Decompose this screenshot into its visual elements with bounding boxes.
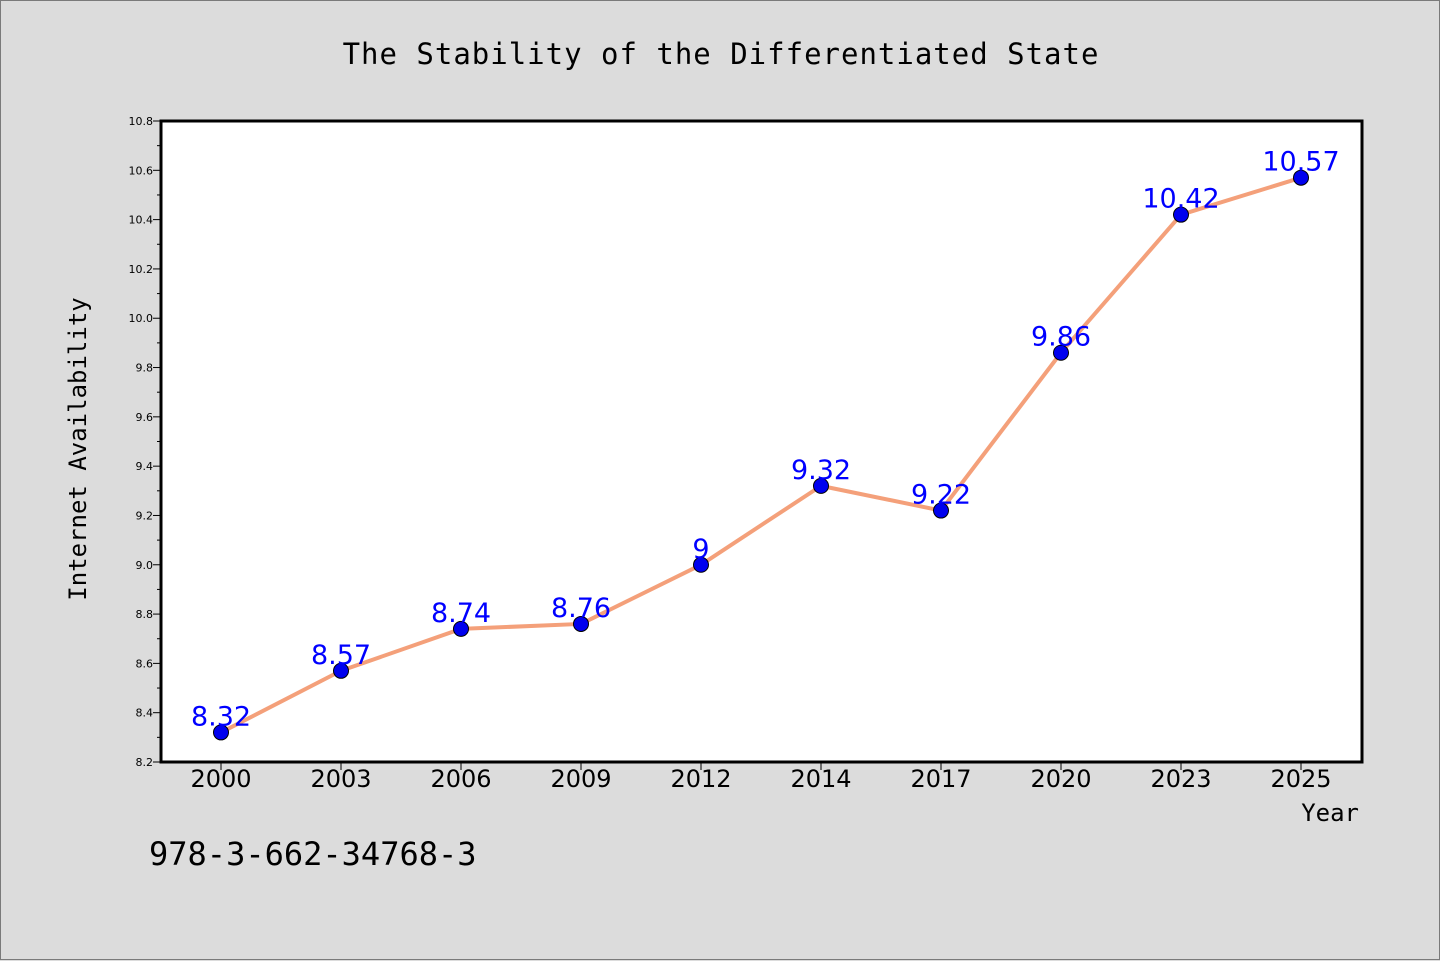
x-tick-label: 2012 [670,765,731,793]
y-tick-label: 10.2 [129,263,154,276]
y-tick-label: 9.4 [136,460,154,473]
data-label: 8.76 [551,593,611,624]
data-label: 8.57 [311,640,371,671]
y-tick-label: 10.6 [129,164,154,177]
y-tick-label: 8.8 [136,608,154,621]
y-axis: 8.2 8.4 8.6 8.8 9.0 9.2 9.4 9.6 9.8 10.0 10.2 10.4 1… [129,115,161,769]
x-tick-label: 2017 [910,765,971,793]
data-point [693,556,709,573]
plot-area [159,119,1364,764]
data-point [213,724,229,741]
data-label: 9.86 [1031,322,1091,353]
y-tick-label: 10.4 [129,214,154,227]
data-point [813,477,829,494]
data-label: 9.22 [911,480,971,511]
x-tick-label: 2006 [430,765,491,793]
x-tick-label: 2023 [1150,765,1211,793]
isbn-text: 978-3-662-34768-3 [149,835,477,873]
y-tick-label: 9.0 [136,559,154,572]
y-axis-label: Internet Availability [64,297,92,600]
y-tick-label: 9.8 [136,362,154,375]
x-tick-label: 2014 [790,765,851,793]
y-tick-label: 10.8 [129,115,154,128]
data-point [1173,206,1189,223]
chart-title: The Stability of the Differentiated Stat… [343,37,1100,71]
data-label: 9.32 [791,455,851,486]
x-tick-label: 2003 [310,765,371,793]
y-tick-label: 9.6 [136,411,154,424]
data-label: 10.57 [1262,147,1339,178]
series-line [220,175,1302,735]
data-point [333,662,349,679]
data-point [1053,344,1069,361]
y-tick-label: 8.2 [136,756,154,769]
series-layer: 8.32 8.57 8.74 8.76 9 9.32 9.22 9.86 10.42 10.57 [191,147,1340,741]
y-tick-label: 10.0 [129,312,154,325]
data-point [573,615,589,632]
data-point [1293,169,1309,186]
data-label: 8.32 [191,701,251,732]
x-axis-label: Year [1301,799,1359,827]
y-tick-label: 8.4 [136,707,154,720]
y-tick-label: 8.6 [136,657,154,670]
x-tick-label: 2000 [190,765,251,793]
x-tick-label: 2020 [1030,765,1091,793]
x-axis: 2000 2003 2006 2009 2012 2014 2017 2020 2023 2025 [190,762,1332,793]
x-tick-label: 2025 [1270,765,1331,793]
data-label: 8.74 [431,598,491,629]
data-label: 9 [692,534,709,565]
x-tick-label: 2009 [550,765,611,793]
y-tick-label: 9.2 [136,509,154,522]
data-point [933,502,949,519]
data-label: 10.42 [1142,184,1219,215]
data-point [453,620,469,637]
